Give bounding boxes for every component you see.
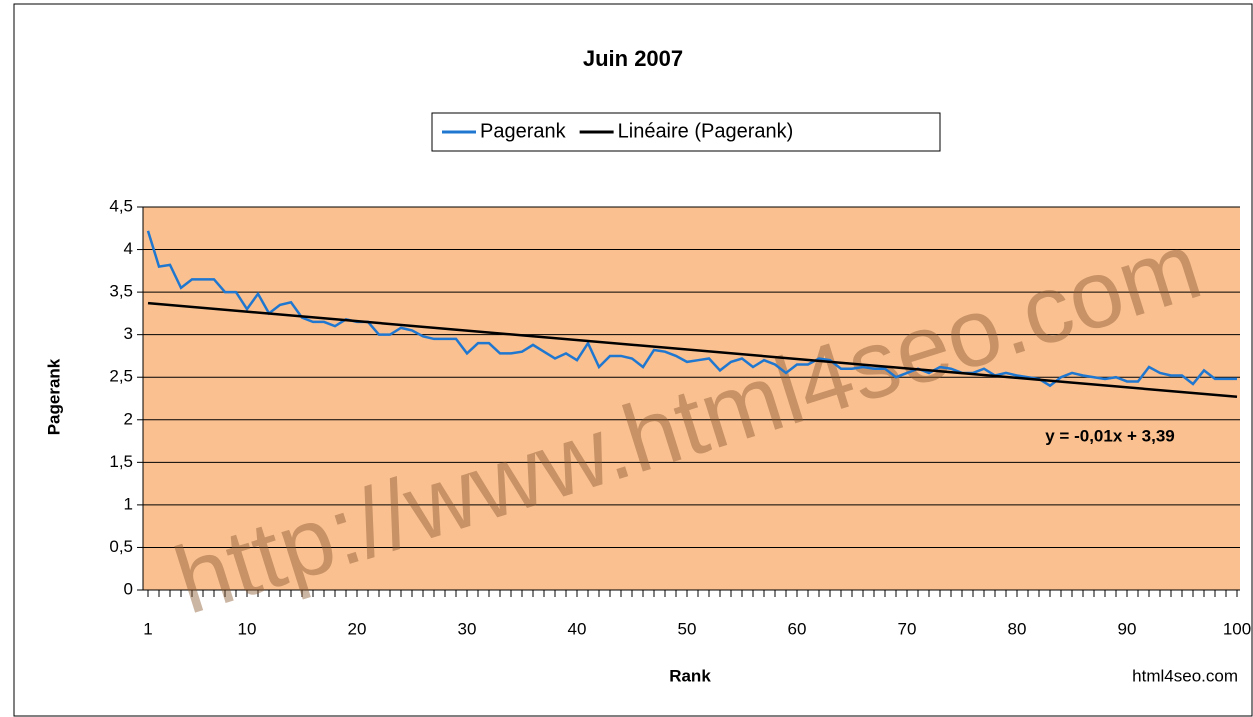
x-tick-label: 60 [788,619,807,638]
y-tick-label: 3 [124,324,133,343]
x-tick-label: 70 [898,619,917,638]
legend: Pagerank Linéaire (Pagerank) [431,112,941,152]
x-tick-label: 90 [1118,619,1137,638]
y-tick-label: 1 [124,494,133,513]
plot-background [143,207,1240,590]
x-axis-label: Rank [669,666,711,685]
credit: html4seo.com [1132,666,1238,685]
x-tick-label: 40 [568,619,587,638]
y-axis-label: Pagerank [44,358,63,435]
chart-title: Juin 2007 [583,46,683,71]
legend-box [431,112,941,152]
legend-label: Pagerank [480,120,567,142]
x-tick-label: 20 [348,619,367,638]
y-tick-label: 2,5 [109,367,133,386]
y-tick-label: 4 [124,239,133,258]
x-tick-label: 30 [458,619,477,638]
x-tick-label: 50 [678,619,697,638]
x-tick-label: 10 [238,619,257,638]
y-tick-label: 3,5 [109,282,133,301]
x-tick-label: 100 [1223,619,1251,638]
legend-label: Linéaire (Pagerank) [618,120,794,142]
y-tick-label: 4,5 [109,196,133,215]
x-tick-label: 1 [143,619,152,638]
plot-area [143,206,1240,591]
y-tick-label: 0 [124,579,133,598]
trend-equation: y = -0,01x + 3,39 [1045,426,1175,445]
trend-line [147,301,1238,399]
y-tick-label: 2 [124,409,133,428]
y-tick-label: 0,5 [109,537,133,556]
x-tick-label: 80 [1008,619,1027,638]
y-tick-label: 1,5 [109,452,133,471]
